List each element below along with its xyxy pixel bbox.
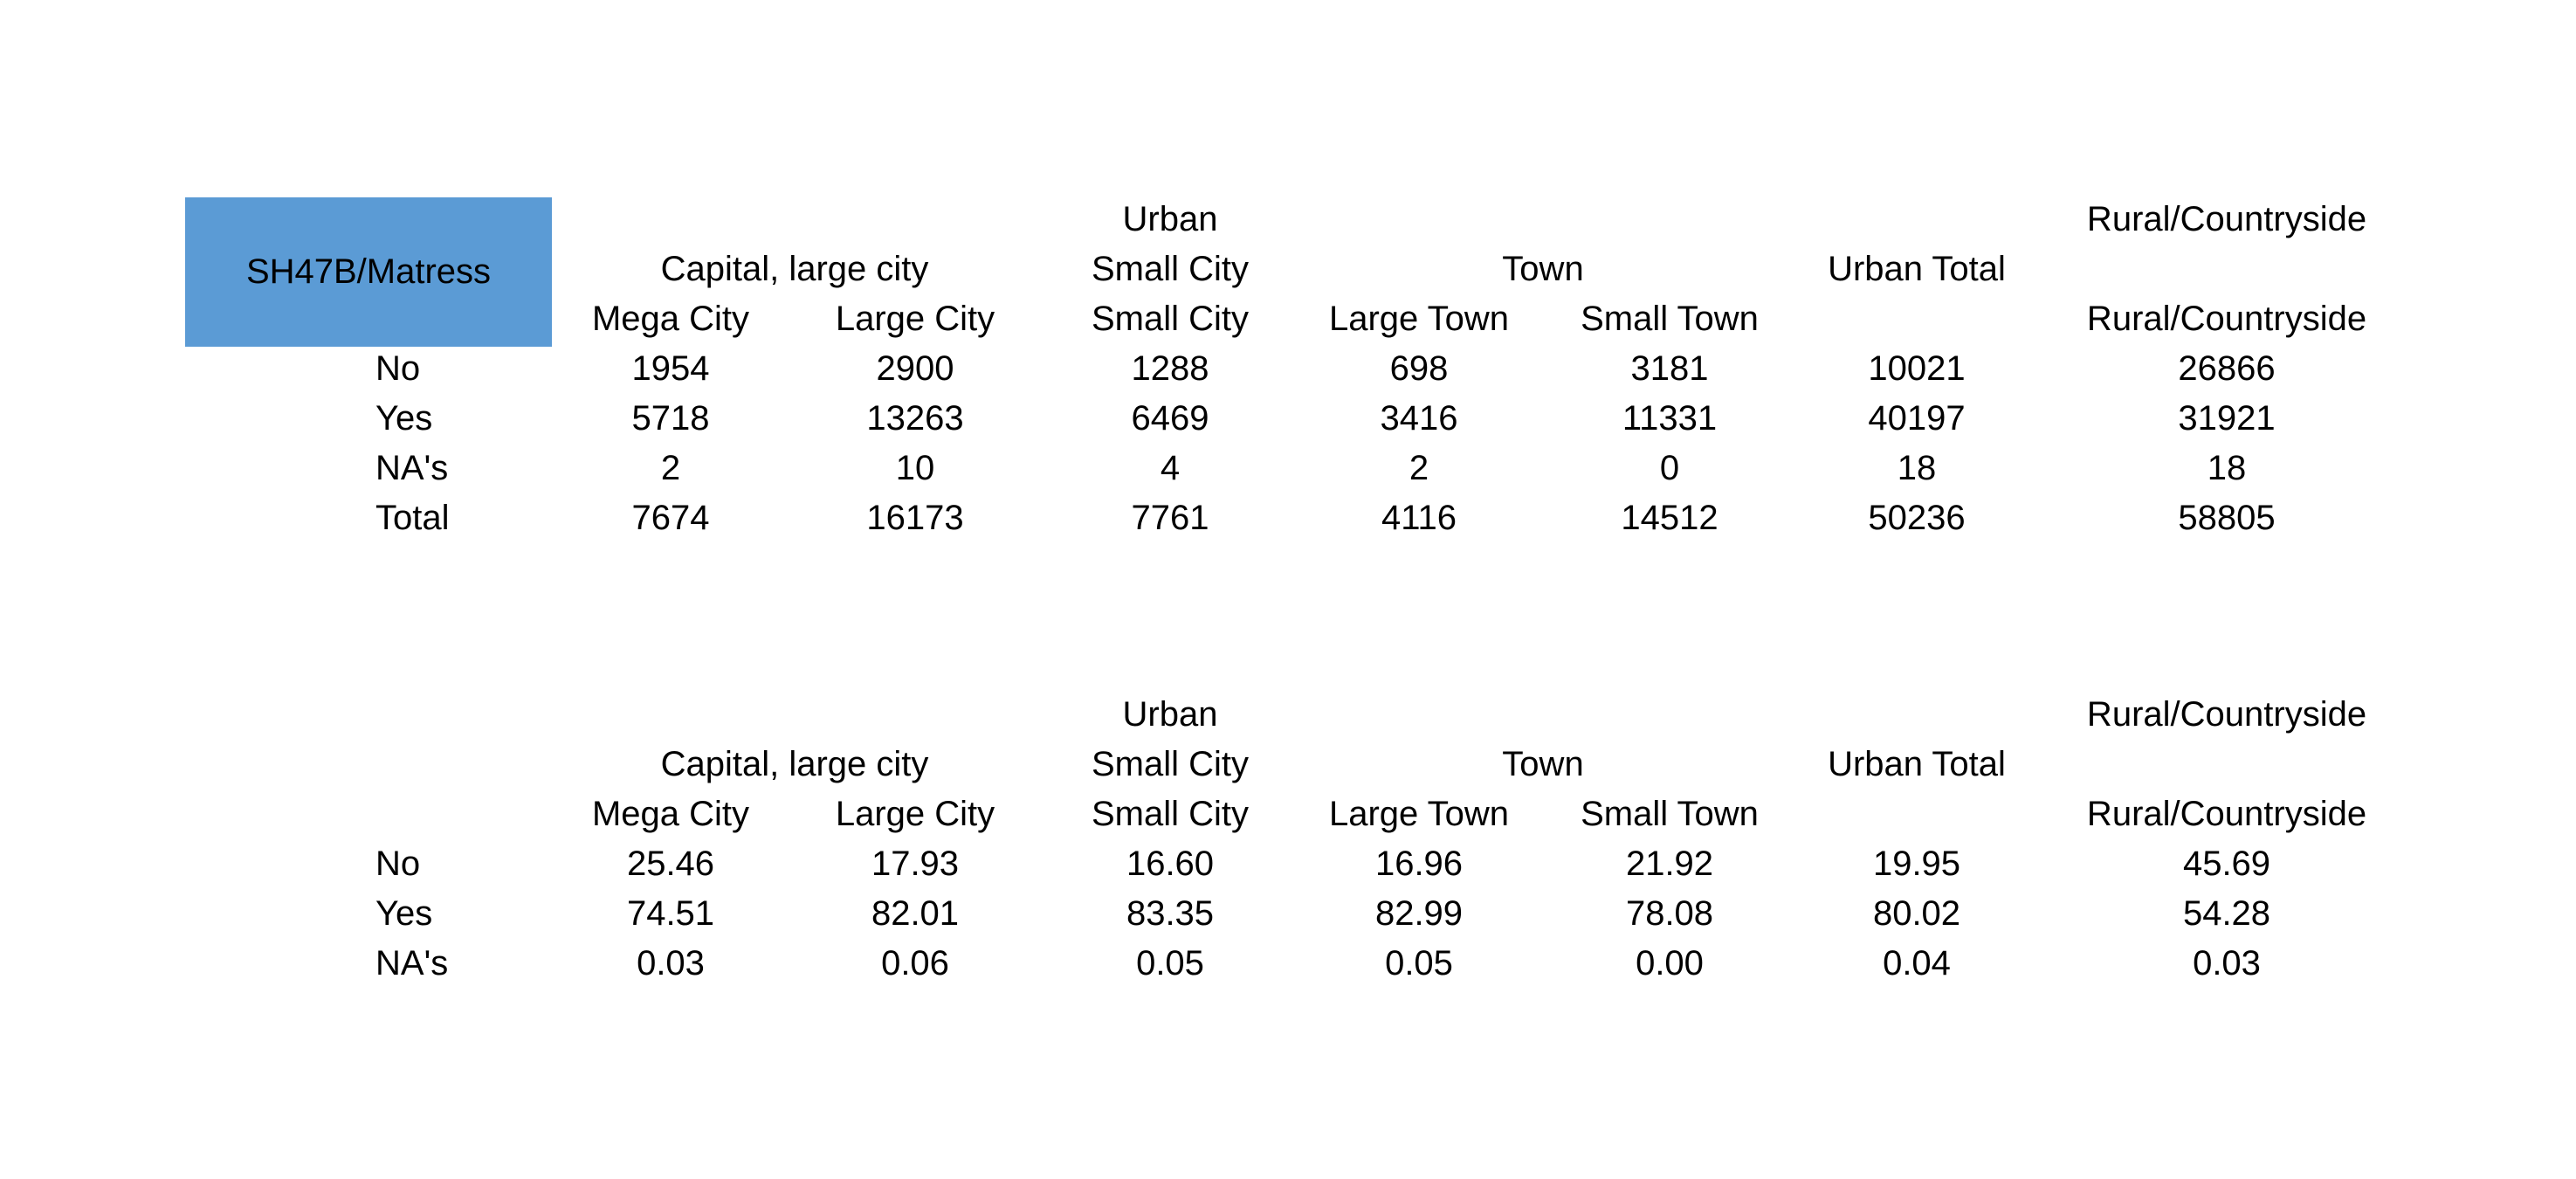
counts-table-cell: 7761 — [1131, 499, 1209, 537]
pct-table-cell: 82.01 — [871, 894, 960, 933]
pct-header-large-town: Large Town — [1328, 795, 1510, 833]
counts-row-label: NA's — [375, 449, 449, 487]
pct-table-cell: 0.05 — [1136, 944, 1204, 982]
counts-row-label: No — [375, 349, 421, 388]
counts-table-cell: 11331 — [1622, 399, 1718, 438]
counts-table-cell: 2 — [660, 449, 681, 487]
pct-table-cell: 25.46 — [626, 845, 715, 883]
counts-table-cell: 50236 — [1868, 499, 1966, 537]
pct-header-small-town: Small Town — [1581, 795, 1759, 833]
counts-table-cell: 3416 — [1380, 399, 1458, 438]
pct-table-cell: 82.99 — [1374, 894, 1464, 933]
counts-table-cell: 4 — [1160, 449, 1181, 487]
counts-table-cell: 7674 — [631, 499, 710, 537]
counts-table-cell: 2 — [1409, 449, 1429, 487]
pct-header-urban: Urban — [1122, 695, 1218, 734]
pct-table-cell: 0.03 — [637, 944, 705, 982]
counts-table-cell: 3181 — [1630, 349, 1709, 388]
pct-table-cell: 19.95 — [1872, 845, 1961, 883]
pct-header-small-city: Small City — [1091, 795, 1250, 833]
header-small-town: Small Town — [1581, 300, 1759, 338]
counts-table-cell: 4116 — [1381, 499, 1457, 537]
pct-table-cell: 0.00 — [1636, 944, 1704, 982]
pct-table-cell: 80.02 — [1872, 894, 1961, 933]
pct-header-small-city-group: Small City — [1091, 745, 1250, 783]
counts-row-label: Yes — [375, 399, 433, 438]
pct-table-cell: 74.51 — [626, 894, 715, 933]
counts-table-cell: 14512 — [1621, 499, 1718, 537]
header-large-city: Large City — [835, 300, 995, 338]
pct-row-label: No — [375, 845, 421, 883]
pct-table-cell: 17.93 — [871, 845, 960, 883]
pct-header-large-city: Large City — [835, 795, 995, 833]
header-rural: Rural/Countryside — [2086, 200, 2367, 238]
counts-table-cell: 13263 — [866, 399, 964, 438]
header-town: Town — [1502, 250, 1584, 288]
counts-table-cell: 31921 — [2178, 399, 2276, 438]
counts-table-cell: 10 — [895, 449, 935, 487]
counts-table-cell: 2900 — [876, 349, 954, 388]
counts-table-cell: 16173 — [866, 499, 964, 537]
counts-table-cell: 1288 — [1131, 349, 1209, 388]
counts-table-cell: 0 — [1659, 449, 1680, 487]
pct-header-mega-city: Mega City — [591, 795, 750, 833]
header-urban: Urban — [1122, 200, 1218, 238]
counts-table-cell: 18 — [2207, 449, 2247, 487]
counts-table-cell: 26866 — [2178, 349, 2276, 388]
pct-table-cell: 0.03 — [2193, 944, 2261, 982]
pct-header-rural-countryside: Rural/Countryside — [2086, 795, 2367, 833]
pct-table-cell: 45.69 — [2182, 845, 2271, 883]
pct-table-cell: 54.28 — [2182, 894, 2271, 933]
pct-header-capital: Capital, large city — [660, 745, 929, 783]
pct-table-cell: 16.60 — [1126, 845, 1215, 883]
pct-header-urban-total: Urban Total — [1828, 745, 2006, 783]
counts-table-cell: 5718 — [631, 399, 710, 438]
pct-table-cell: 16.96 — [1374, 845, 1464, 883]
pct-table-cell: 0.06 — [881, 944, 949, 982]
counts-table-cell: 58805 — [2178, 499, 2276, 537]
pct-table-cell: 21.92 — [1625, 845, 1714, 883]
header-rural-countryside: Rural/Countryside — [2086, 300, 2367, 338]
header-small-city: Small City — [1091, 300, 1250, 338]
table-title: SH47B/Matress — [185, 197, 552, 347]
counts-table-cell: 18 — [1897, 449, 1937, 487]
counts-row-label: Total — [375, 499, 450, 537]
header-mega-city: Mega City — [591, 300, 750, 338]
pct-header-rural: Rural/Countryside — [2086, 695, 2367, 734]
counts-table-cell: 10021 — [1868, 349, 1966, 388]
header-small-city-group: Small City — [1091, 250, 1250, 288]
pct-table-cell: 78.08 — [1625, 894, 1714, 933]
counts-table-cell: 1954 — [631, 349, 710, 388]
header-capital: Capital, large city — [660, 250, 929, 288]
pct-table-cell: 0.05 — [1385, 944, 1453, 982]
counts-table-cell: 40197 — [1868, 399, 1966, 438]
header-large-town: Large Town — [1328, 300, 1510, 338]
pct-row-label: NA's — [375, 944, 449, 982]
counts-table-cell: 6469 — [1131, 399, 1209, 438]
pct-row-label: Yes — [375, 894, 433, 933]
pct-header-town: Town — [1502, 745, 1584, 783]
pct-table-cell: 0.04 — [1883, 944, 1951, 982]
header-urban-total: Urban Total — [1828, 250, 2006, 288]
counts-table-cell: 698 — [1389, 349, 1449, 388]
pct-table-cell: 83.35 — [1126, 894, 1215, 933]
